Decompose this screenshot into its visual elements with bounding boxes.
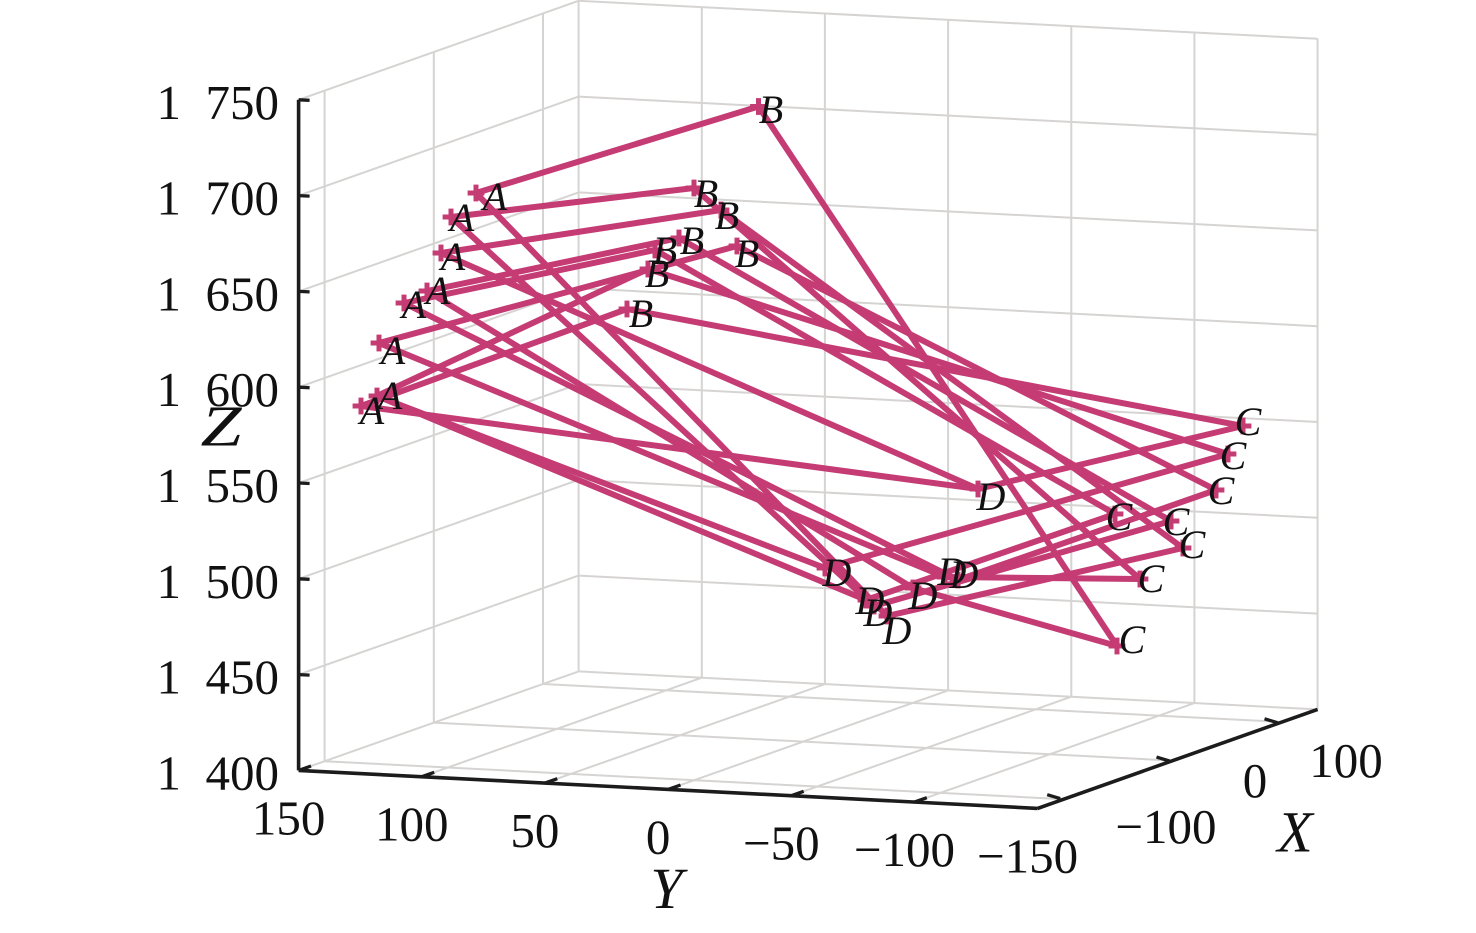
svg-text:D: D xyxy=(822,550,852,595)
svg-text:C: C xyxy=(1106,494,1134,539)
svg-text:D: D xyxy=(937,549,967,594)
svg-text:C: C xyxy=(1138,556,1166,601)
svg-text:X: X xyxy=(1275,800,1315,865)
svg-text:1 400: 1 400 xyxy=(157,745,280,800)
svg-text:D: D xyxy=(949,552,979,597)
svg-text:1 450: 1 450 xyxy=(157,650,280,705)
svg-text:B: B xyxy=(645,251,669,296)
svg-text:1 650: 1 650 xyxy=(157,266,280,321)
svg-text:1 700: 1 700 xyxy=(157,171,280,226)
svg-text:B: B xyxy=(629,291,653,336)
svg-text:100: 100 xyxy=(375,797,449,852)
svg-text:−100: −100 xyxy=(1115,799,1216,854)
svg-text:A: A xyxy=(399,282,427,327)
svg-text:0: 0 xyxy=(646,809,671,864)
svg-text:D: D xyxy=(855,578,885,623)
svg-text:B: B xyxy=(715,193,739,238)
svg-text:0: 0 xyxy=(1243,753,1268,808)
svg-text:D: D xyxy=(908,573,938,618)
svg-text:A: A xyxy=(375,373,403,418)
svg-text:C: C xyxy=(1119,617,1147,662)
svg-text:C: C xyxy=(1220,433,1248,478)
svg-text:B: B xyxy=(694,171,718,216)
svg-text:D: D xyxy=(863,590,893,635)
svg-text:−100: −100 xyxy=(854,822,955,877)
svg-text:B: B xyxy=(735,231,759,276)
svg-text:D: D xyxy=(976,474,1006,519)
svg-text:C: C xyxy=(1179,522,1207,567)
svg-text:1 600: 1 600 xyxy=(157,362,280,417)
svg-text:B: B xyxy=(759,87,783,132)
svg-text:−150: −150 xyxy=(977,828,1078,883)
svg-text:C: C xyxy=(1235,399,1263,444)
svg-text:B: B xyxy=(680,218,704,263)
svg-text:Z: Z xyxy=(201,394,243,459)
svg-text:C: C xyxy=(1163,499,1191,544)
svg-text:A: A xyxy=(423,268,451,313)
svg-text:D: D xyxy=(882,608,912,653)
svg-text:A: A xyxy=(480,174,508,219)
svg-text:A: A xyxy=(357,388,385,433)
svg-text:1 500: 1 500 xyxy=(157,554,280,609)
svg-text:1 750: 1 750 xyxy=(157,75,280,130)
svg-text:−50: −50 xyxy=(743,816,820,871)
svg-text:50: 50 xyxy=(510,803,559,858)
svg-text:150: 150 xyxy=(252,790,326,845)
svg-text:A: A xyxy=(447,195,475,240)
svg-text:A: A xyxy=(438,234,466,279)
svg-text:A: A xyxy=(378,328,406,373)
svg-text:B: B xyxy=(653,228,677,273)
svg-text:C: C xyxy=(1208,468,1236,513)
svg-text:1 550: 1 550 xyxy=(157,458,280,513)
svg-text:100: 100 xyxy=(1309,733,1383,788)
svg-text:Y: Y xyxy=(650,856,688,921)
